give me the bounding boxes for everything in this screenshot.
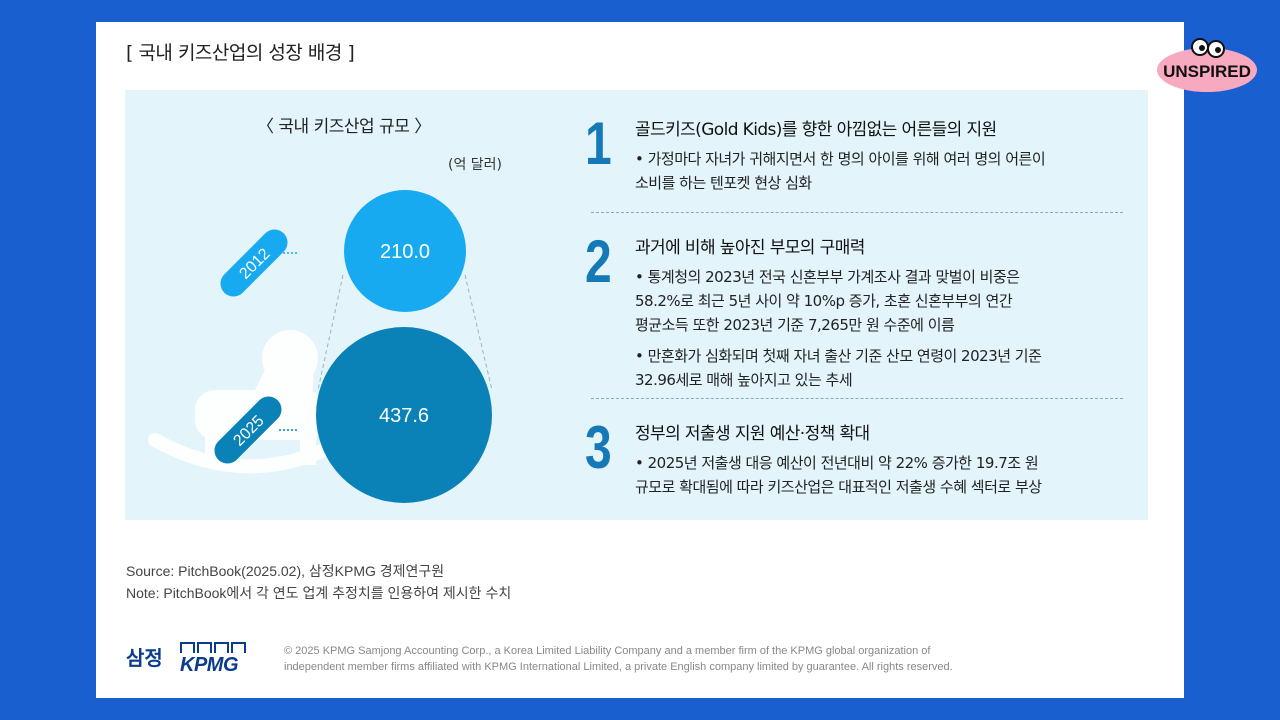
copyright-line: © 2025 KPMG Samjong Accounting Corp., a … [284, 645, 931, 657]
item-bullet: • 통계청의 2023년 전국 신혼부부 가계조사 결과 맞벌이 비중은 58.2… [635, 265, 1139, 337]
copyright: © 2025 KPMG Samjong Accounting Corp., a … [284, 643, 1074, 675]
connector-left [317, 274, 344, 391]
connector-right [464, 274, 493, 391]
section-divider [591, 212, 1123, 213]
note-line: Note: PitchBook에서 각 연도 업계 추정치를 인용하여 제시한 … [126, 585, 512, 601]
slide-title: [ 국내 키즈산업의 성장 배경 ] [126, 42, 355, 64]
kpmg-wordmark: KPMG [180, 654, 239, 676]
source-line: Source: PitchBook(2025.02), 삼정KPMG 경제연구원 [126, 563, 445, 579]
unspired-badge: UNSPIRED [1157, 38, 1257, 92]
item-bullet: • 만혼화가 심화되며 첫째 자녀 출산 기준 산모 연령이 2023년 기준 3… [635, 344, 1139, 392]
bullet-line: • 만혼화가 심화되며 첫째 자녀 출산 기준 산모 연령이 2023년 기준 [635, 347, 1042, 365]
slide: [ 국내 키즈산업의 성장 배경 ] 〈 국내 키즈산업 규모 〉 (억 달러)… [96, 22, 1184, 698]
bullet-line: • 2025년 저출생 대응 예산이 전년대비 약 22% 증가한 19.7조 … [635, 454, 1039, 472]
item-number: 3 [585, 414, 612, 481]
item-bullet: • 2025년 저출생 대응 예산이 전년대비 약 22% 증가한 19.7조 … [635, 451, 1139, 499]
bubble-value-label: 437.6 [379, 405, 429, 427]
badge-text: UNSPIRED [1163, 62, 1251, 81]
samjong-logo: 삼정 [126, 646, 163, 670]
bullet-line: 규모로 확대됨에 따라 키즈산업은 대표적인 저출생 수혜 섹터로 부상 [635, 478, 1042, 496]
item-heading: 골드키즈(Gold Kids)를 향한 아낌없는 어른들의 지원 [635, 120, 997, 140]
copyright-line: independent member firms affiliated with… [284, 661, 953, 673]
bullet-line: 58.2%로 최근 5년 사이 약 10%p 증가, 초혼 신혼부부의 연간 [635, 292, 1013, 310]
bullet-line: 32.96세로 매해 높아지고 있는 추세 [635, 371, 853, 389]
bullet-line: • 통계청의 2023년 전국 신혼부부 가계조사 결과 맞벌이 비중은 [635, 268, 1020, 286]
bubble-2012 [344, 190, 466, 312]
bullet-line: 평균소득 또한 2023년 기준 7,265만 원 수준에 이름 [635, 316, 955, 334]
chart-unit: (억 달러) [448, 157, 503, 173]
bullet-line: 소비를 하는 텐포켓 현상 심화 [635, 174, 812, 192]
content-panel: 〈 국내 키즈산업 규모 〉 (억 달러) 210.0 2012 437.6 2025… [125, 90, 1148, 520]
source-note: Source: PitchBook(2025.02), 삼정KPMG 경제연구원… [126, 560, 511, 604]
bubble-value-label: 210.0 [380, 241, 430, 263]
bubble-2025 [316, 327, 492, 503]
item-number: 2 [585, 228, 612, 295]
year-pill-2012: 2012 [220, 229, 288, 297]
item-heading: 정부의 저출생 지원 예산·정책 확대 [635, 424, 870, 444]
section-divider [591, 398, 1123, 399]
bullet-line: • 가정마다 자녀가 귀해지면서 한 명의 아이를 위해 여러 명의 어른이 [635, 150, 1046, 168]
item-heading: 과거에 비해 높아진 부모의 구매력 [635, 238, 865, 258]
kpmg-logo: KPMG [180, 642, 248, 676]
item-number: 1 [585, 110, 612, 177]
chart-title: 〈 국내 키즈산업 규모 〉 [257, 117, 431, 137]
